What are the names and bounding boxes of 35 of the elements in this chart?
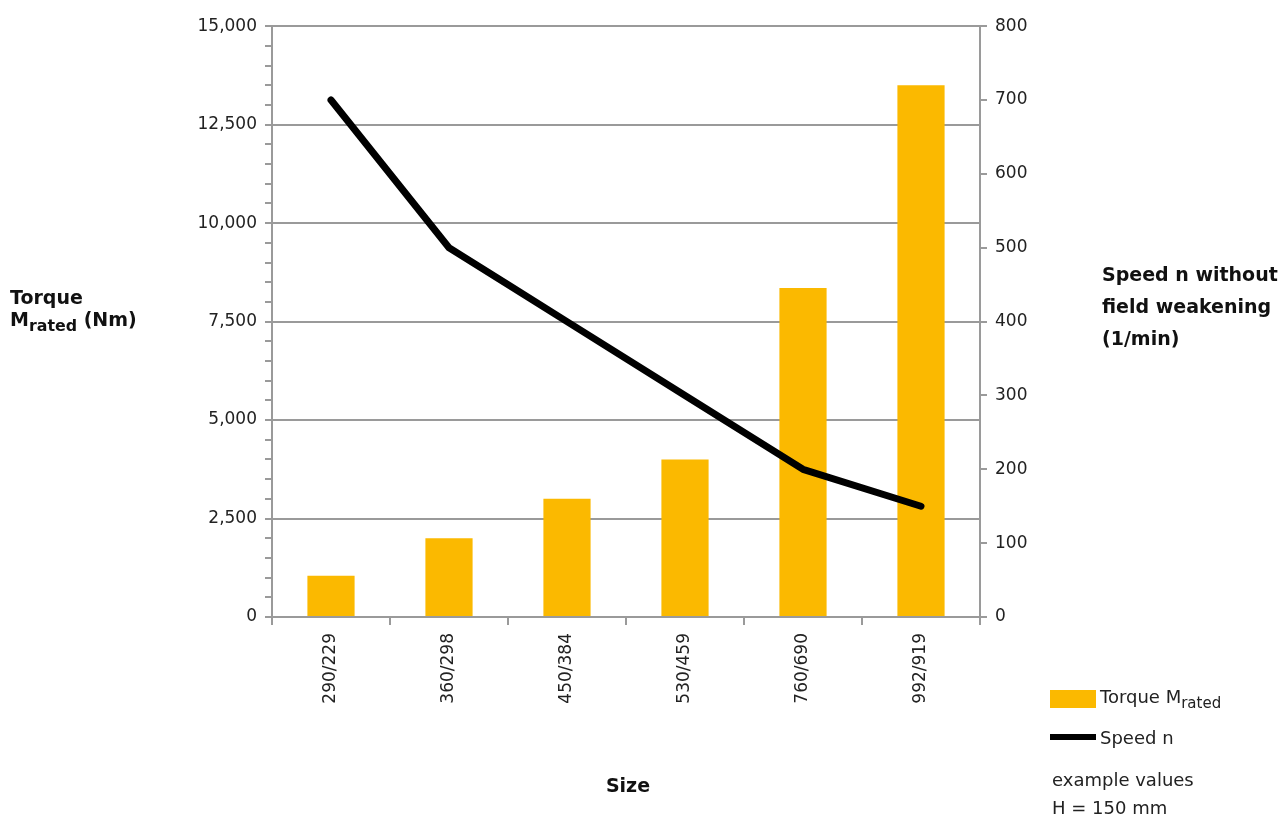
x-tick-label: 360/298 [437, 633, 458, 704]
text: example values [1052, 768, 1194, 792]
y2-tick-label: 600 [995, 162, 1028, 183]
y2-tick-label: 0 [995, 605, 1006, 626]
legend-label: Torque M$_{rated}$ [1100, 686, 1222, 712]
x-tick-label: 760/690 [791, 633, 812, 704]
text: H = 150 mm [1052, 796, 1169, 820]
y-tick-label: 2,500 [208, 506, 257, 527]
y-tick-label: 10,000 [197, 211, 257, 232]
y2-tick-label: 800 [995, 14, 1028, 35]
y-axis-title: Torque M$_{rated}$ (Nm) [10, 286, 138, 335]
y2-tick-label: 400 [995, 310, 1028, 331]
bar [661, 459, 709, 616]
x-tick-label: 450/384 [555, 633, 576, 704]
x-tick-label: 290/229 [319, 633, 340, 704]
bar [307, 575, 355, 616]
y-tick-label: 7,500 [208, 310, 257, 331]
bar [543, 498, 591, 616]
x-axis-title: Size [605, 774, 651, 796]
y2-axis-title: Speed n without field weakening (1/min) [1102, 262, 1279, 351]
y-tick-label: 15,000 [197, 14, 257, 35]
bar [425, 538, 473, 616]
x-tick-label: 992/919 [909, 633, 930, 704]
y-tick-label: 12,500 [197, 113, 257, 134]
bar [897, 85, 945, 616]
x-tick-label: 530/459 [673, 633, 694, 704]
y-tick-label: 5,000 [208, 408, 257, 429]
legend-label: Speed n [1100, 726, 1174, 748]
y-tick-label: 0 [246, 605, 257, 626]
y2-tick-label: 200 [995, 457, 1028, 478]
y2-tick-label: 100 [995, 531, 1028, 552]
bar [779, 288, 827, 616]
y2-tick-label: 300 [995, 383, 1028, 404]
y2-tick-label: 500 [995, 236, 1028, 257]
y2-tick-label: 700 [995, 88, 1028, 109]
